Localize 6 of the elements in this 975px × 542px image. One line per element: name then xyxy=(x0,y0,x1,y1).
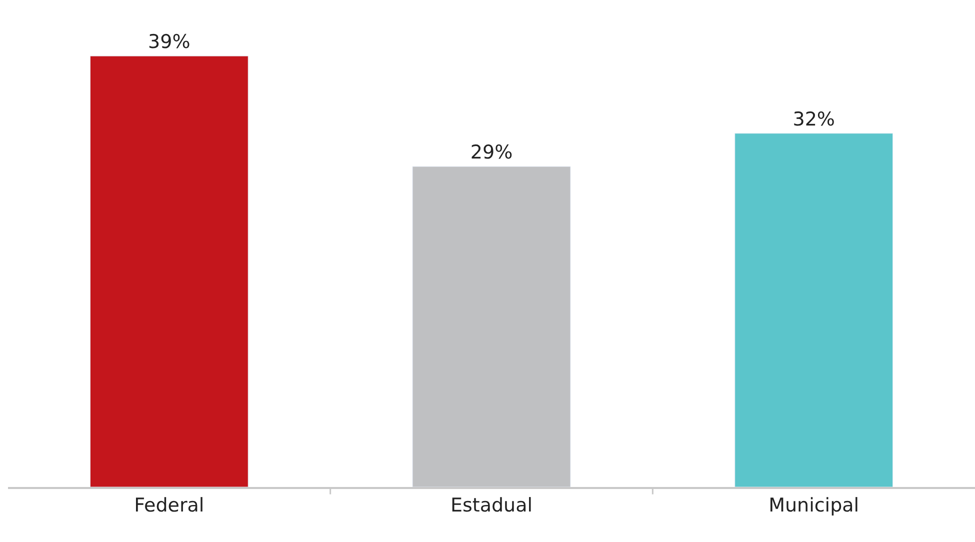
x-tick-label: Estadual xyxy=(450,494,533,517)
data-label: 32% xyxy=(792,108,835,130)
data-label: 39% xyxy=(148,31,190,54)
x-tick-label: Municipal xyxy=(768,494,860,517)
data-label: 29% xyxy=(470,142,513,164)
x-tick-label: Federal xyxy=(134,494,204,517)
